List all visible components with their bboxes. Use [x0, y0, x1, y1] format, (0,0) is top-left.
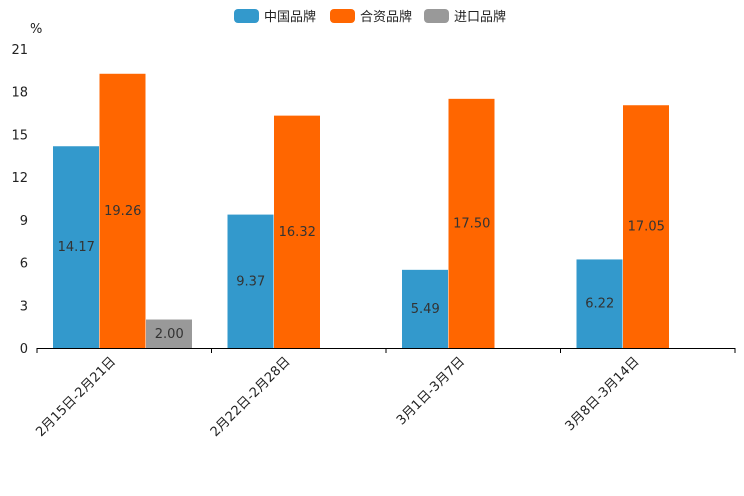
bar-2-3[interactable]: [448, 98, 495, 348]
data-label-2-1: 19.26: [104, 204, 141, 219]
x-tick-label: 3月8日-3月14日: [563, 354, 643, 434]
bar-2-2[interactable]: [274, 115, 320, 349]
y-tick-label: 0: [20, 342, 28, 357]
x-axis: 2月15日-2月21日 2月22日-2月28日 3月1日-3月7日 3月8日-3月14…: [33, 348, 736, 440]
y-axis-unit-label: %: [30, 22, 42, 37]
y-tick-label: 12: [11, 171, 28, 186]
legend-label-2[interactable]: 合资品牌: [360, 9, 412, 25]
data-label-3-1: 2.00: [155, 327, 184, 342]
bars-group: 14.17 19.26 2.00 9.37 16.32 5.49 17.50 6.22 17.0…: [53, 73, 669, 349]
y-axis: 0 3 6 9 12 15 18 21: [11, 43, 28, 357]
bar-1-3[interactable]: [402, 269, 448, 348]
y-tick-label: 6: [20, 257, 28, 272]
x-tick-label: 3月1日-3月7日: [394, 354, 468, 428]
bar-1-4[interactable]: [576, 259, 623, 348]
y-tick-label: 21: [11, 43, 28, 58]
bar-1-2[interactable]: [227, 214, 274, 348]
y-tick-label: 9: [20, 214, 28, 229]
x-tick-label: 2月22日-2月28日: [208, 354, 294, 440]
bar-1-1[interactable]: [53, 146, 99, 348]
y-tick-label: 18: [11, 86, 28, 101]
y-tick-label: 3: [20, 299, 28, 314]
bar-2-1[interactable]: [99, 73, 146, 348]
legend-label-1[interactable]: 中国品牌: [264, 9, 316, 25]
legend-swatch-3[interactable]: [424, 9, 449, 23]
legend-swatch-1[interactable]: [234, 9, 259, 23]
data-label-1-3: 5.49: [411, 302, 440, 317]
legend: 中国品牌 合资品牌 进口品牌: [234, 9, 506, 25]
data-label-1-4: 6.22: [585, 297, 614, 312]
bar-2-4[interactable]: [623, 105, 669, 348]
x-tick-label: 2月15日-2月21日: [33, 354, 119, 440]
data-label-2-3: 17.50: [453, 216, 490, 231]
legend-label-3[interactable]: 进口品牌: [454, 9, 506, 25]
y-tick-label: 15: [11, 128, 28, 143]
data-label-1-1: 14.17: [58, 240, 95, 255]
data-label-2-2: 16.32: [279, 225, 316, 240]
bar-3-1[interactable]: [146, 319, 192, 348]
data-label-1-2: 9.37: [236, 274, 265, 289]
legend-swatch-2[interactable]: [330, 9, 355, 23]
data-label-2-4: 17.05: [628, 220, 665, 235]
